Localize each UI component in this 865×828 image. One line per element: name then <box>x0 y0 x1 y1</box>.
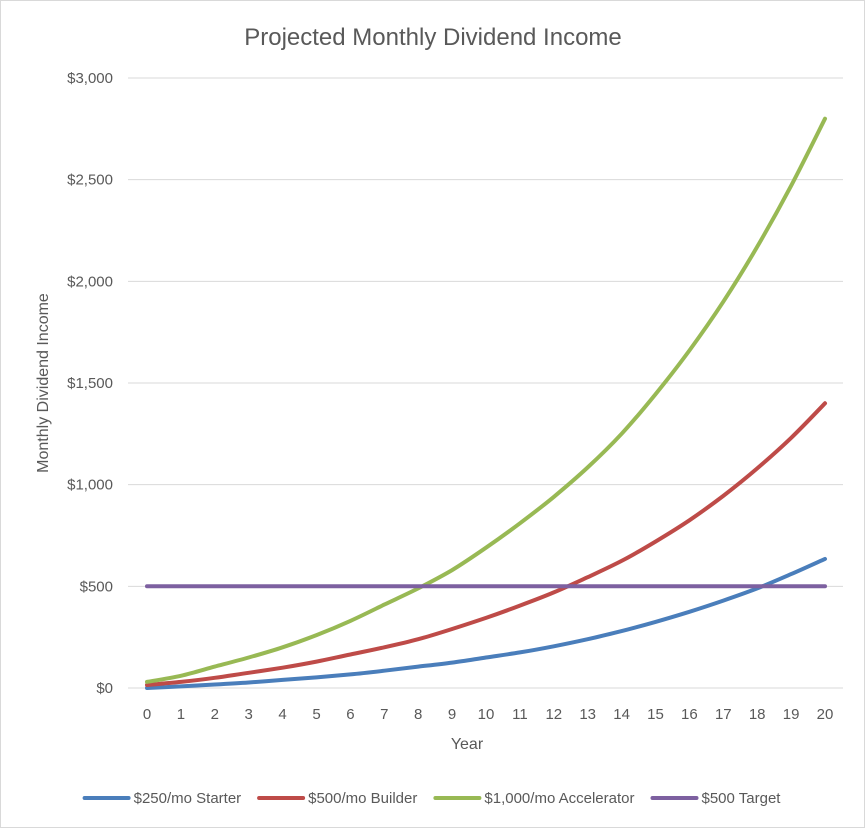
x-tick-label: 4 <box>278 706 286 723</box>
y-tick-label: $3,000 <box>67 70 113 87</box>
x-tick-label: 2 <box>211 706 219 723</box>
x-axis-label: Year <box>451 736 484 753</box>
y-tick-label: $1,500 <box>67 375 113 392</box>
y-axis-ticks: $0 $500 $1,000 $1,500 $2,000 $2,500 $3,000 <box>67 70 113 697</box>
legend-item: $500 Target <box>650 790 782 807</box>
x-tick-label: 9 <box>448 706 456 723</box>
x-tick-label: 16 <box>681 706 698 723</box>
legend-label: $500/mo Builder <box>308 790 417 807</box>
x-tick-label: 6 <box>346 706 354 723</box>
legend-label: $500 Target <box>702 790 782 807</box>
y-tick-label: $2,000 <box>67 273 113 290</box>
y-tick-label: $0 <box>96 680 113 697</box>
series-line <box>145 556 827 690</box>
series-line <box>145 116 827 684</box>
x-tick-label: 20 <box>817 706 834 723</box>
x-tick-label: 18 <box>749 706 766 723</box>
x-tick-label: 19 <box>783 706 800 723</box>
x-tick-label: 7 <box>380 706 388 723</box>
legend: $250/mo Starter $500/mo Builder $1,000/mo … <box>82 790 782 807</box>
x-tick-label: 11 <box>512 706 528 723</box>
x-tick-label: 14 <box>613 706 630 723</box>
x-tick-label: 13 <box>579 706 596 723</box>
x-tick-label: 10 <box>478 706 495 723</box>
y-axis-label: Monthly Dividend Income <box>35 293 52 473</box>
x-tick-label: 8 <box>414 706 422 723</box>
legend-label: $1,000/mo Accelerator <box>484 790 634 807</box>
legend-item: $250/mo Starter <box>82 790 242 807</box>
x-tick-label: 15 <box>647 706 664 723</box>
y-tick-label: $1,000 <box>67 477 113 494</box>
series-line <box>145 401 827 687</box>
x-tick-label: 1 <box>177 706 185 723</box>
y-tick-label: $500 <box>80 578 113 595</box>
x-tick-label: 17 <box>715 706 732 723</box>
x-tick-label: 3 <box>245 706 253 723</box>
y-tick-label: $2,500 <box>67 172 113 189</box>
x-axis-ticks: 0 1 2 3 4 5 6 7 8 9 10 11 12 13 14 15 16 17 18 19 20 <box>143 706 834 723</box>
x-tick-label: 5 <box>312 706 320 723</box>
chart-title: Projected Monthly Dividend Income <box>244 24 622 51</box>
x-tick-label: 0 <box>143 706 151 723</box>
legend-item: $500/mo Builder <box>257 790 417 807</box>
legend-label: $250/mo Starter <box>134 790 242 807</box>
series-lines <box>145 116 827 690</box>
x-tick-label: 12 <box>545 706 562 723</box>
legend-item: $1,000/mo Accelerator <box>433 790 634 807</box>
gridlines <box>128 77 843 587</box>
